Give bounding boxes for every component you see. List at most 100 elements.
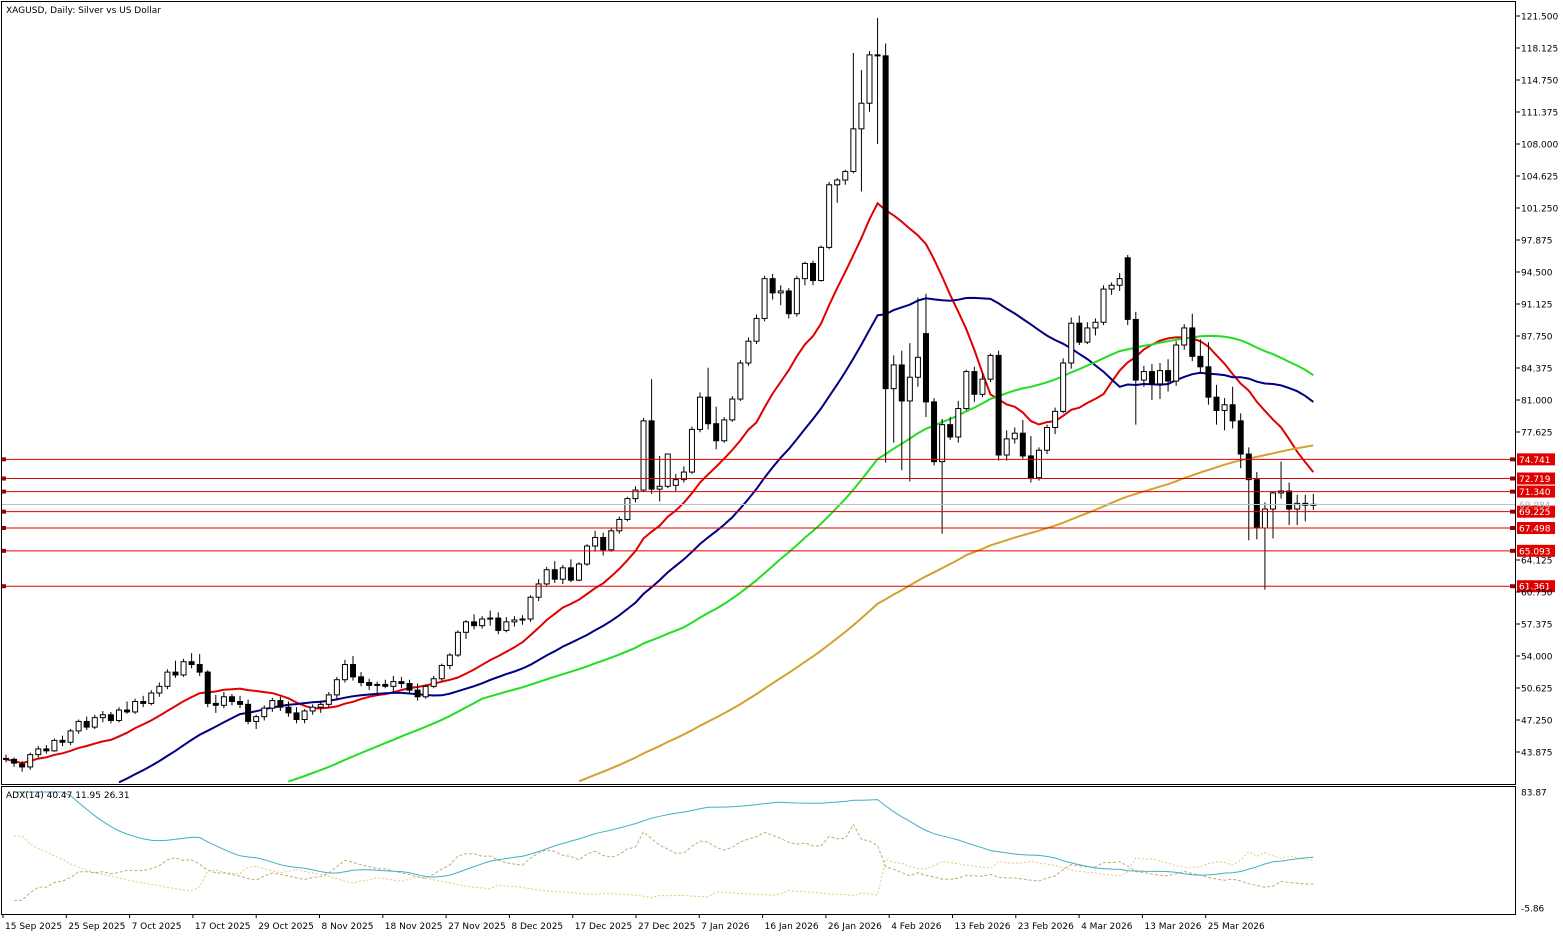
y-axis-tick-label: 108.000	[1521, 141, 1558, 151]
candle	[664, 453, 671, 489]
price-level-marker	[2, 457, 6, 462]
candle	[317, 700, 324, 713]
candle-body	[834, 179, 841, 186]
candle	[1060, 358, 1067, 414]
candle-body	[874, 54, 881, 57]
candle-body	[446, 654, 453, 666]
price-level-label: 69.225	[1519, 508, 1551, 518]
candle	[398, 676, 405, 689]
candle-body	[648, 420, 655, 490]
moving-averages	[5, 201, 1315, 784]
candle	[1173, 341, 1180, 386]
candle	[914, 297, 921, 387]
candle	[172, 660, 179, 678]
adx-tick-label: 83.87	[1521, 789, 1547, 799]
candle-body	[341, 664, 348, 681]
candle-body	[398, 681, 405, 684]
candle-body	[269, 700, 276, 709]
candle-body	[1060, 362, 1067, 412]
candle-body	[866, 54, 873, 104]
candle-body	[575, 563, 582, 581]
candle	[51, 738, 58, 752]
y-axis-tick-label: 81.000	[1521, 397, 1553, 407]
moving-average-line-4	[578, 444, 1314, 783]
y-axis-tick-label: 101.250	[1521, 205, 1558, 215]
y-axis-tick-label: 114.750	[1521, 77, 1558, 87]
x-axis-tick-label: 25 Sep 2025	[68, 922, 125, 932]
candle	[672, 473, 679, 492]
candle-body	[785, 290, 792, 315]
candle-body	[1157, 370, 1164, 385]
candle-body	[253, 716, 260, 722]
candle-body	[164, 671, 171, 687]
candle-body	[745, 340, 752, 364]
candle	[519, 615, 526, 625]
candle	[422, 684, 429, 699]
candle	[269, 697, 276, 712]
candle-body	[479, 618, 486, 627]
candle-body	[51, 739, 58, 752]
candle-body	[1124, 257, 1131, 320]
candle-body	[285, 706, 292, 714]
candle	[245, 699, 252, 725]
candle	[535, 579, 542, 602]
candle-body	[858, 102, 865, 130]
candle-body	[632, 489, 639, 500]
candle-body	[11, 758, 18, 764]
candle	[309, 704, 316, 715]
candle	[559, 564, 566, 584]
candle-body	[140, 701, 147, 704]
candle	[27, 752, 34, 770]
candle-body	[1027, 455, 1034, 479]
candle-body	[890, 364, 897, 390]
candle-body	[406, 682, 413, 691]
price-level-label: 72.719	[1519, 475, 1551, 485]
candle	[616, 516, 623, 534]
candle-body	[180, 661, 187, 676]
price-levels: 74.741 72.719 71.340 69.225 67.498 65.093 61.3…	[2, 453, 1555, 593]
candle-body	[947, 424, 954, 438]
candle	[1108, 282, 1115, 295]
y-axis-tick-label: 50.625	[1521, 685, 1553, 695]
candle-body	[777, 290, 784, 294]
candle	[1229, 386, 1236, 429]
candle-body	[600, 536, 607, 551]
candle	[1116, 272, 1123, 291]
candle-body	[1052, 410, 1059, 428]
candle-body	[390, 681, 397, 687]
price-level-marker	[2, 526, 6, 531]
price-level-tag	[1517, 485, 1555, 498]
y-axis-tick-label: 121.500	[1521, 13, 1558, 23]
candle	[979, 373, 986, 398]
price-level-marker-right	[1510, 476, 1516, 481]
candle-body	[1132, 318, 1139, 381]
moving-average-line-2	[118, 296, 1314, 784]
candle	[648, 379, 655, 494]
candle	[350, 656, 357, 681]
candle-body	[1205, 366, 1212, 398]
candle-body	[1019, 432, 1026, 457]
candle-body	[535, 583, 542, 598]
candle	[688, 426, 695, 474]
candles	[3, 17, 1317, 772]
candle	[697, 392, 704, 433]
candle	[1100, 285, 1107, 326]
candle-body	[374, 683, 381, 686]
candle	[947, 417, 954, 440]
candle-body	[309, 706, 316, 712]
y-axis-tick-label: 84.375	[1521, 365, 1553, 375]
y-axis-tick-label: 111.375	[1521, 109, 1558, 119]
y-axis-tick-label: 54.000	[1521, 653, 1553, 663]
candle-body	[1084, 327, 1091, 343]
candle	[1294, 494, 1301, 526]
candle-body	[680, 471, 687, 481]
candle	[454, 630, 461, 657]
candle-body	[842, 170, 849, 181]
candle	[818, 245, 825, 282]
y-axis-tick-label: 60.750	[1521, 589, 1553, 599]
price-level-marker-right	[1510, 548, 1516, 553]
x-axis-tick-label: 7 Oct 2025	[132, 922, 182, 932]
adx-main-line	[14, 791, 1314, 878]
candle	[1052, 407, 1059, 435]
